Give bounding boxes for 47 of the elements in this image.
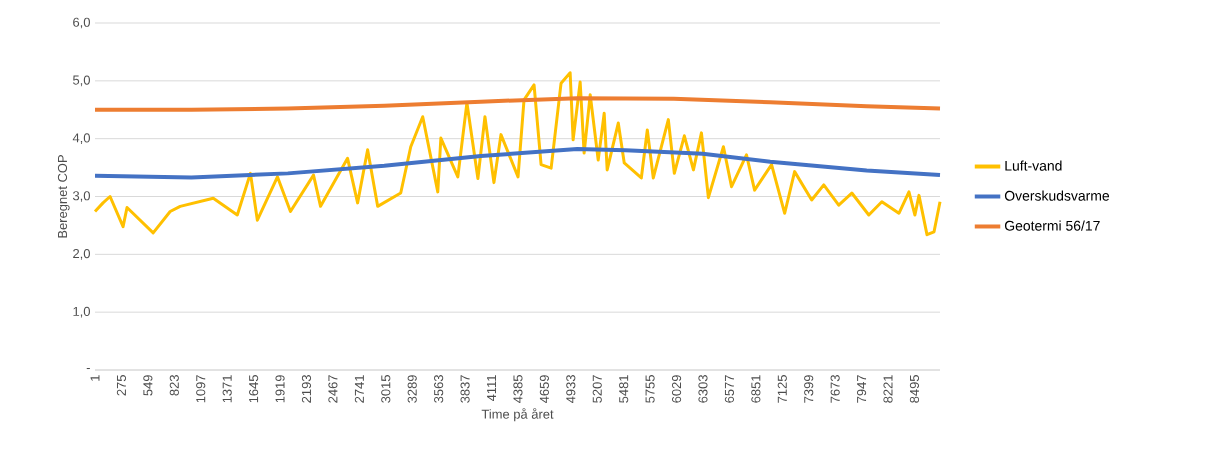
x-tick-label: 549: [143, 375, 153, 396]
x-tick-label: 4933: [566, 375, 576, 404]
line-series: [93, 71, 942, 237]
x-tick-label: 8221: [883, 375, 893, 403]
x-tick-label: 7673: [830, 375, 840, 403]
y-tick-label: 3,0: [72, 191, 90, 202]
x-tick-label: 8495: [909, 375, 920, 403]
x-tick-label: 3837: [460, 375, 470, 403]
x-tick-label: 4111: [487, 375, 496, 402]
y-tick-label: -: [86, 368, 90, 370]
x-tick-label: 6851: [751, 375, 761, 403]
x-tick-label: 6303: [698, 375, 708, 403]
x-tick-label: 2741: [354, 375, 364, 403]
y-axis-title: Beregnet COP: [57, 155, 70, 238]
y-tick-label: 2,0: [73, 248, 90, 260]
x-tick-label: 4385: [513, 375, 523, 404]
x-tick-label: 275: [116, 375, 127, 396]
x-tick-label: 1097: [196, 375, 206, 403]
x-tick-label: 7947: [856, 375, 867, 403]
x-tick-label: 1: [90, 375, 100, 381]
x-tick-label: 5755: [645, 375, 655, 403]
x-tick-label: 823: [169, 375, 179, 396]
x-tick-label: 3563: [434, 375, 444, 403]
x-tick-label: 1919: [275, 375, 285, 403]
x-tick-label: 1645: [249, 375, 259, 403]
x-tick-label: 3289: [407, 375, 417, 403]
legend-label: Geotermi 56/17: [1004, 220, 1100, 231]
y-tick-label: 1,0: [73, 306, 90, 318]
x-tick-label: 7399: [804, 375, 814, 403]
x-tick-label: 6029: [671, 375, 682, 403]
y-tick-label: 5,0: [73, 75, 90, 87]
x-tick-label: 7125: [777, 375, 787, 403]
x-tick-label: 3015: [381, 375, 391, 403]
legend-label: Luft-vand: [1005, 160, 1062, 171]
x-tick-label: 5207: [592, 375, 602, 403]
line-series: [93, 96, 943, 112]
x-tick-label: 2193: [301, 375, 312, 403]
x-tick-label: 1371: [222, 375, 232, 403]
line-series: [93, 147, 943, 180]
legend-label: Overskudsvarme: [1004, 190, 1110, 201]
x-axis-title: Time på året: [481, 408, 554, 422]
x-tick-label: 2467: [328, 375, 338, 403]
x-tick-label: 5481: [619, 375, 629, 403]
x-tick-label: 6577: [724, 375, 734, 403]
y-tick-label: 6,0: [73, 17, 90, 29]
x-tick-label: 4659: [539, 375, 549, 404]
y-tick-label: 4,0: [72, 133, 90, 145]
